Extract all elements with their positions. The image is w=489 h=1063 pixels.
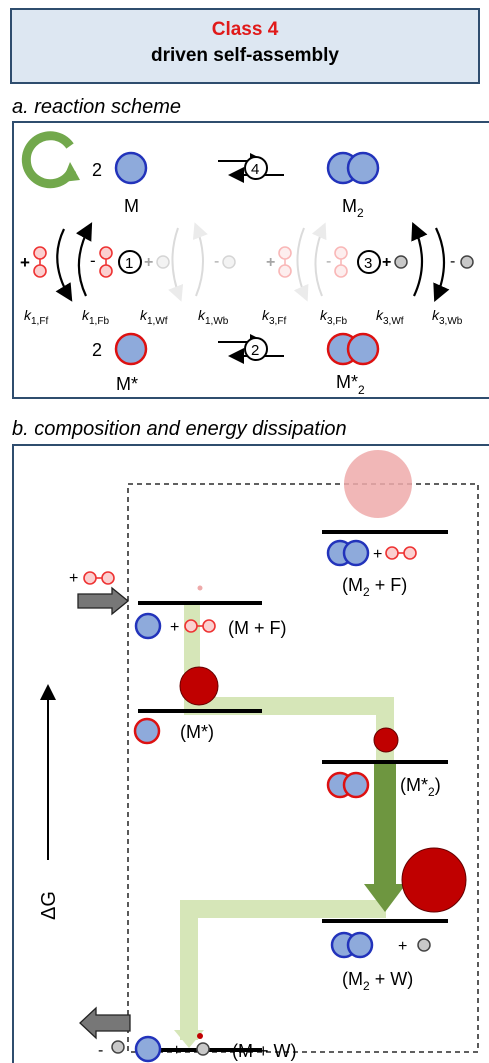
label-m-w: (M + W) [232,1041,297,1061]
species-m-star [133,717,161,745]
reaction-3-number: 3 [364,255,372,272]
population-m-f [197,585,203,591]
rate-k3Wf: k3,Wf [376,307,404,327]
fuel-icon-released [99,246,113,278]
svg-text:+: + [373,546,382,563]
energy-axis-label: ΔG [38,891,60,920]
rate-k1Fb: k1,Fb [82,307,109,327]
label-m-star: (M*) [180,722,214,742]
svg-text:+: + [144,254,153,271]
svg-text:-: - [326,253,331,270]
reaction-4-badge [244,156,268,180]
rate-k3Ff: k3,Ff [262,307,286,327]
fuel-plus-sign: + [20,253,30,272]
svg-text:+: + [398,938,407,955]
population-m-star-2 [373,727,399,753]
waste-minus-sign: - [450,253,455,270]
svg-text:+: + [170,619,179,636]
reaction-2-number: 2 [251,342,259,359]
monomer-label: M [124,196,139,216]
cycle-arrow-icon [21,131,80,189]
rate-k1Ff: k1,Ff [24,307,48,327]
waste-icon-released [460,255,474,269]
population-m2-w [401,847,467,913]
waste-plus-sign: + [382,254,391,271]
species-m-w: + [134,1035,210,1063]
output-arrow-icon [79,1006,131,1040]
k1Fb-arrow [75,222,93,297]
activated-monomer-icon [114,332,148,366]
input-fuel-icon [83,571,115,585]
k3Wb-arrow [433,227,450,303]
waste-pathway-1-faded: + - [144,222,236,302]
population-m-w [197,1033,203,1039]
reaction-scheme-panel [12,121,489,399]
label-m2-w: (M2 + W) [342,969,413,993]
coefficient-2-bottom: 2 [92,340,102,360]
system-boundary [127,483,479,1053]
rate-k3Wb: k3,Wb [432,307,463,327]
svg-text:+: + [266,254,275,271]
activated-dimer-label: M*2 [336,372,365,397]
population-m2-f [344,450,412,518]
reaction-4-number: 4 [251,161,259,178]
monomer-icon [114,151,148,185]
input-arrow-icon [77,586,130,616]
activated-monomer-label: M* [116,374,138,394]
reaction-3-badge [357,250,381,274]
class-subtitle: driven self-assembly [151,45,339,66]
dimer-label: M2 [342,196,364,220]
fuel-icon-left [33,246,47,278]
activated-dimer-icon [326,332,380,366]
label-m2-f: (M2 + F) [342,575,407,599]
k1Ff-arrow [55,228,73,302]
input-plus-sign: + [69,570,78,587]
svg-text:+: + [172,1042,181,1059]
class-label: Class 4 [211,19,279,40]
dark-pathway [364,762,406,912]
rate-k1Wb: k1,Wb [198,307,229,327]
output-waste-icon [111,1040,125,1054]
class-header: Class 4 driven self-assembly [10,8,480,84]
dimer-icon [326,151,380,185]
rate-k3Fb: k3,Fb [320,307,347,327]
population-m-star [179,666,219,706]
species-m-f: + [134,612,216,640]
fuel-minus-sign: - [90,251,96,270]
reaction-1-badge [118,250,142,274]
species-m2-w: + [330,931,431,959]
rate-k1Wf: k1,Wf [140,307,168,327]
section-a-title: a. reaction scheme [12,96,181,118]
fuel-pathway-3-faded: + - [266,222,348,302]
k3Wf-arrow [411,221,428,297]
section-b-title: b. composition and energy dissipation [12,418,347,440]
rate-constant-labels: k1,Ff k1,Fb k1,Wf k1,Wb k3,Ff k3,Fb k3,W… [24,307,463,327]
svg-text:-: - [214,253,219,270]
reaction-2-badge [244,337,268,361]
coefficient-2-top: 2 [92,160,102,180]
output-minus-sign: - [98,1042,103,1059]
label-m-star-2: (M*2) [400,775,441,799]
label-m-f: (M + F) [228,618,287,638]
reaction-1-number: 1 [125,255,133,272]
energy-panel [12,444,489,1063]
species-m2-f: + [326,539,417,567]
waste-icon-produced [394,255,408,269]
species-m-star-2 [326,771,370,799]
